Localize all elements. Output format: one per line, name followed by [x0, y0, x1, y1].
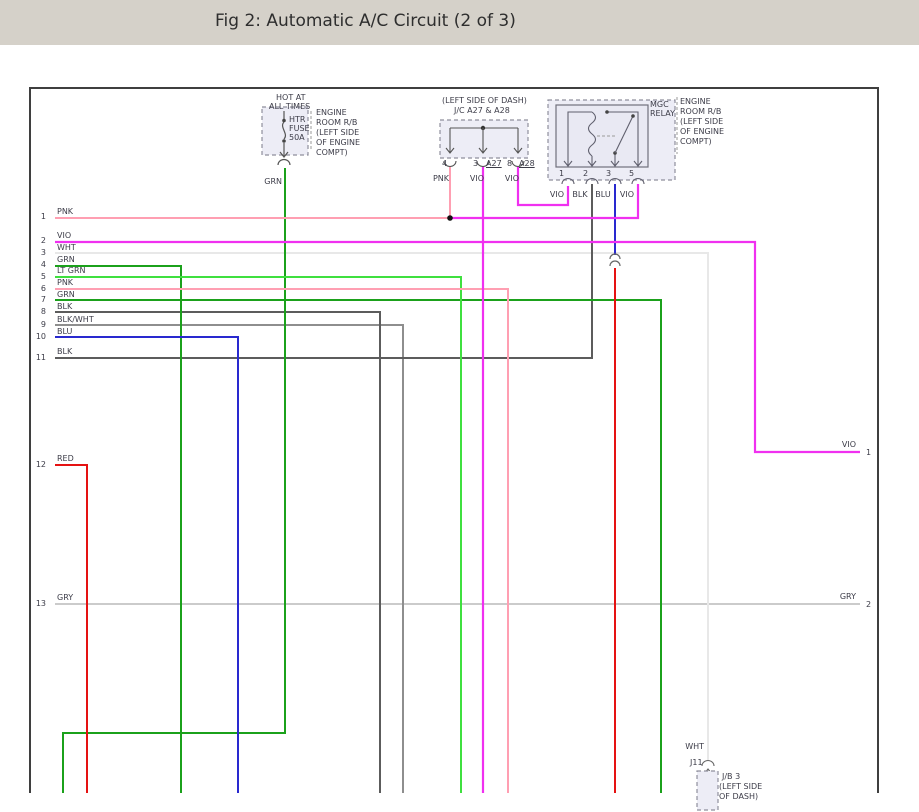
wire-lt-grn-row5 [55, 276, 462, 793]
wire-vio-jc-pin8-relay1 [516, 166, 570, 207]
fuse-wire-label: GRN [264, 177, 282, 186]
right-wire-gry: GRY [839, 592, 856, 601]
fuse-location-2: ROOM R/B [316, 118, 358, 127]
diagram-frame [29, 87, 879, 793]
row-num-3: 3 [40, 248, 46, 257]
row-label-9: BLK/WHT [57, 315, 94, 324]
relay-wire-vio-1: VIO [549, 190, 565, 199]
right-pin-1: 1 [866, 448, 872, 457]
row-label-4: GRN [57, 255, 75, 264]
relay-name-1: MGC [650, 100, 669, 109]
jb3-wire-label: WHT [685, 742, 704, 751]
row-num-7: 7 [40, 295, 46, 304]
jc-pin-ref-a27: A27 [486, 159, 502, 168]
wire-grn-row4 [55, 265, 182, 793]
row-num-9: 9 [40, 320, 46, 329]
row-num-13: 13 [35, 599, 46, 608]
jc-wire-vio-1: VIO [469, 174, 485, 183]
row-label-11: BLK [57, 347, 73, 356]
title-bar: Fig 2: Automatic A/C Circuit (2 of 3) [0, 0, 919, 45]
row-label-8: BLK [57, 302, 73, 311]
row-label-1: PNK [57, 207, 74, 216]
wire-blu-row10 [55, 336, 239, 793]
fuse-location-5: COMPT) [316, 148, 348, 157]
row-label-10: BLU [57, 327, 73, 336]
row-num-12: 12 [35, 460, 46, 469]
jc-pin-8: 8 [507, 159, 513, 168]
relay-location-5: COMPT) [680, 137, 712, 146]
jb3-connector-label: J11 [690, 758, 703, 767]
fuse-name-1: HTR [289, 115, 306, 124]
relay-wire-vio-2: VIO [619, 190, 635, 199]
fuse-power-label-2: ALL TIMES [269, 102, 311, 111]
row-num-4: 4 [40, 260, 46, 269]
wire-red-row12 [55, 464, 88, 793]
jc-name: J/C A27 & A28 [454, 106, 510, 115]
row-label-7: GRN [57, 290, 75, 299]
jb3-location-2: OF DASH) [719, 792, 759, 801]
relay-name-2: RELAY [650, 109, 675, 118]
row-num-2: 2 [40, 236, 46, 245]
row-num-10: 10 [35, 332, 46, 341]
fuse-name-2: FUSE [289, 124, 310, 133]
row-label-12: RED [57, 454, 74, 463]
relay-internals [561, 110, 645, 185]
jc-pin-4: 4 [442, 159, 448, 168]
wire-blk-row8 [55, 311, 381, 793]
row-label-5: LT GRN [57, 266, 86, 275]
wire-blk-row11-relay2 [55, 184, 593, 359]
wire-grn-row7 [55, 299, 662, 793]
right-pin-2: 2 [866, 600, 872, 609]
wire-vio-row2 [55, 240, 860, 454]
relay-wire-blu: BLU [595, 190, 611, 199]
row-num-6: 6 [40, 284, 46, 293]
fuse-symbol [277, 111, 291, 166]
fuse-power-label-1: HOT AT [276, 93, 306, 102]
relay-location-3: (LEFT SIDE [680, 117, 724, 126]
fuse-box [261, 106, 309, 156]
junction-dot [447, 215, 453, 221]
row-label-6: PNK [57, 278, 74, 287]
relay-wire-blk: BLK [572, 190, 588, 199]
relay-pin-1: 1 [559, 169, 565, 178]
row-label-2: VIO [57, 231, 72, 240]
jc-wire-vio-2: VIO [504, 174, 520, 183]
wire-vio-row1-relay5 [450, 184, 640, 220]
jc-pin-ref-a28: A28 [519, 159, 535, 168]
relay-location-1: ENGINE [680, 97, 711, 106]
wire-blk-wht [55, 324, 404, 793]
relay-location-4: OF ENGINE [680, 127, 725, 136]
jb3-box [696, 770, 719, 811]
fuse-location-3: (LEFT SIDE [316, 128, 360, 137]
row-num-8: 8 [40, 307, 46, 316]
wire-grn-fuse [62, 168, 286, 793]
jc-pin-3: 3 [473, 159, 479, 168]
wire-wht [55, 252, 709, 760]
relay-pin-3: 3 [606, 169, 612, 178]
jc-wire-pnk: PNK [432, 174, 450, 183]
jc-internal-bus [443, 125, 525, 168]
figure-title: Fig 2: Automatic A/C Circuit (2 of 3) [215, 11, 516, 31]
relay-pin-2: 2 [583, 169, 589, 178]
relay-pin-5: 5 [629, 169, 635, 178]
right-wire-vio: VIO [841, 440, 856, 449]
wire-pnk-row6 [55, 288, 509, 793]
row-label-13: GRY [57, 593, 74, 602]
jb3-name: J/B 3 [722, 772, 741, 781]
inline-connector [609, 253, 621, 267]
row-num-11: 11 [35, 353, 46, 362]
jb3-location-1: (LEFT SIDE [719, 782, 763, 791]
fuse-location-1: ENGINE [316, 108, 347, 117]
jc-location: (LEFT SIDE OF DASH) [442, 96, 527, 105]
relay-location-2: ROOM R/B [680, 107, 722, 116]
row-num-5: 5 [40, 272, 46, 281]
fuse-location-4: OF ENGINE [316, 138, 361, 147]
row-num-1: 1 [40, 212, 46, 221]
row-label-3: WHT [57, 243, 76, 252]
fuse-name-3: 50A [289, 133, 305, 142]
